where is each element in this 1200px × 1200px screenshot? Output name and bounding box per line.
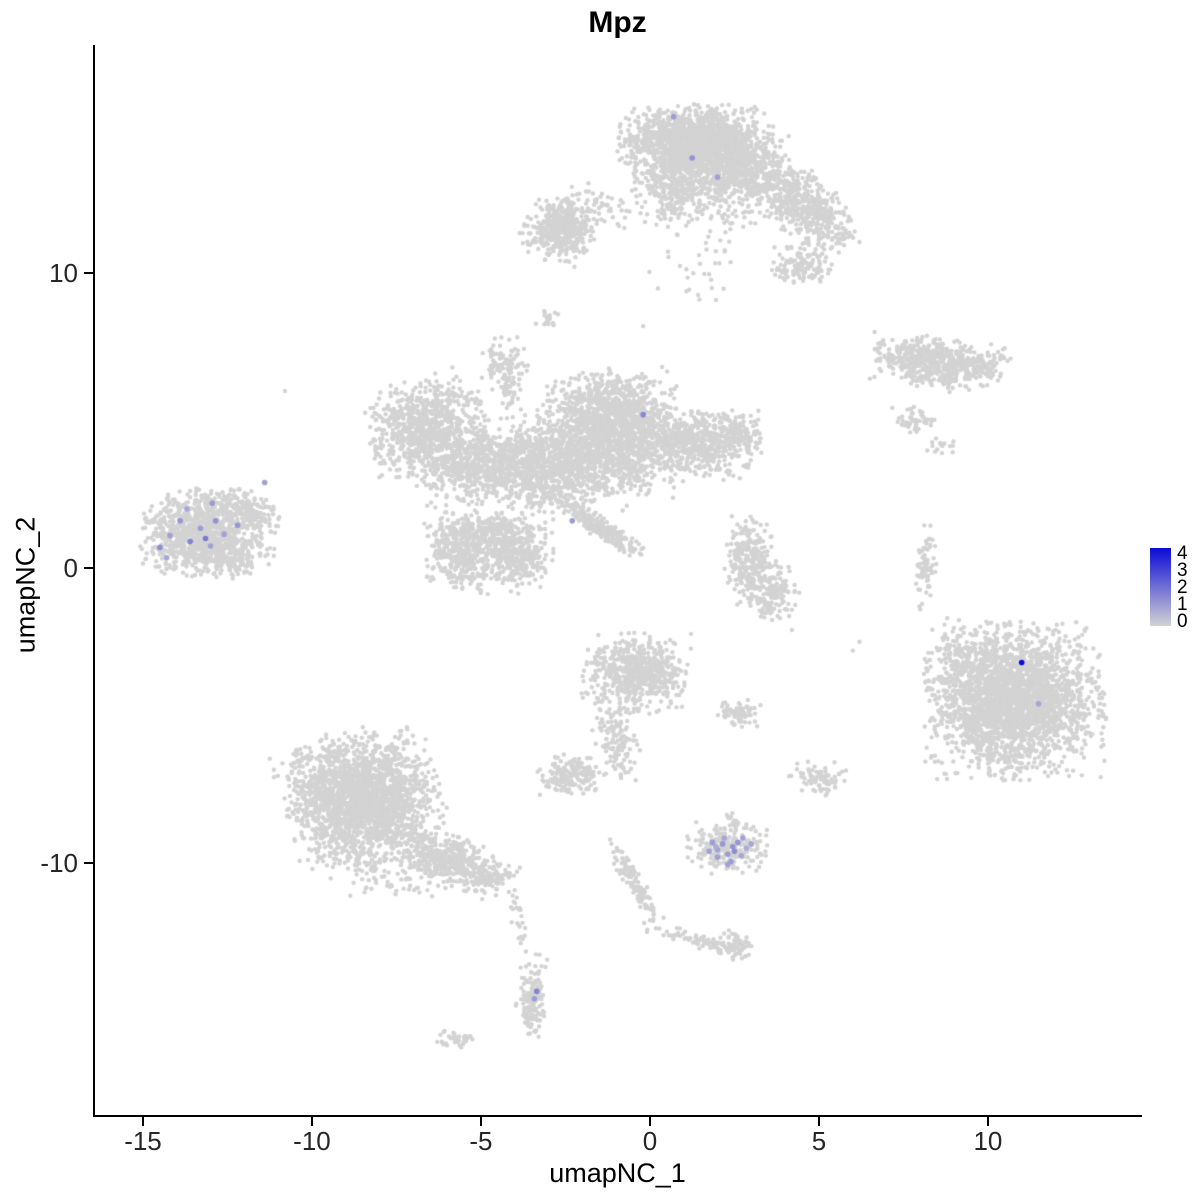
x-tick-mark bbox=[479, 1117, 482, 1126]
x-tick-label: -5 bbox=[469, 1126, 493, 1156]
x-tick-mark bbox=[986, 1117, 989, 1126]
x-tick-mark bbox=[648, 1117, 651, 1126]
x-tick-label: 5 bbox=[811, 1126, 827, 1156]
x-tick-label: 10 bbox=[973, 1126, 1003, 1156]
y-tick-label: -10 bbox=[40, 848, 78, 879]
y-tick-mark bbox=[84, 567, 93, 570]
x-tick-mark bbox=[310, 1117, 313, 1126]
x-tick-label: -15 bbox=[124, 1126, 162, 1156]
y-tick-label: 10 bbox=[49, 258, 78, 289]
legend-tick-label: 0 bbox=[1177, 611, 1188, 632]
x-tick-label: -10 bbox=[293, 1126, 331, 1156]
legend-tick-label: 1 bbox=[1177, 594, 1188, 615]
y-tick-label: 0 bbox=[63, 553, 78, 584]
y-tick-mark bbox=[84, 272, 93, 275]
legend-tick-label: 4 bbox=[1177, 543, 1188, 564]
y-tick-mark bbox=[84, 862, 93, 865]
legend-gradient-bar bbox=[1150, 548, 1171, 626]
x-tick-mark bbox=[817, 1117, 820, 1126]
x-tick-label: 0 bbox=[642, 1126, 658, 1156]
legend-tick-label: 3 bbox=[1177, 560, 1188, 581]
x-tick-mark bbox=[141, 1117, 144, 1126]
legend-tick-label: 2 bbox=[1177, 577, 1188, 598]
